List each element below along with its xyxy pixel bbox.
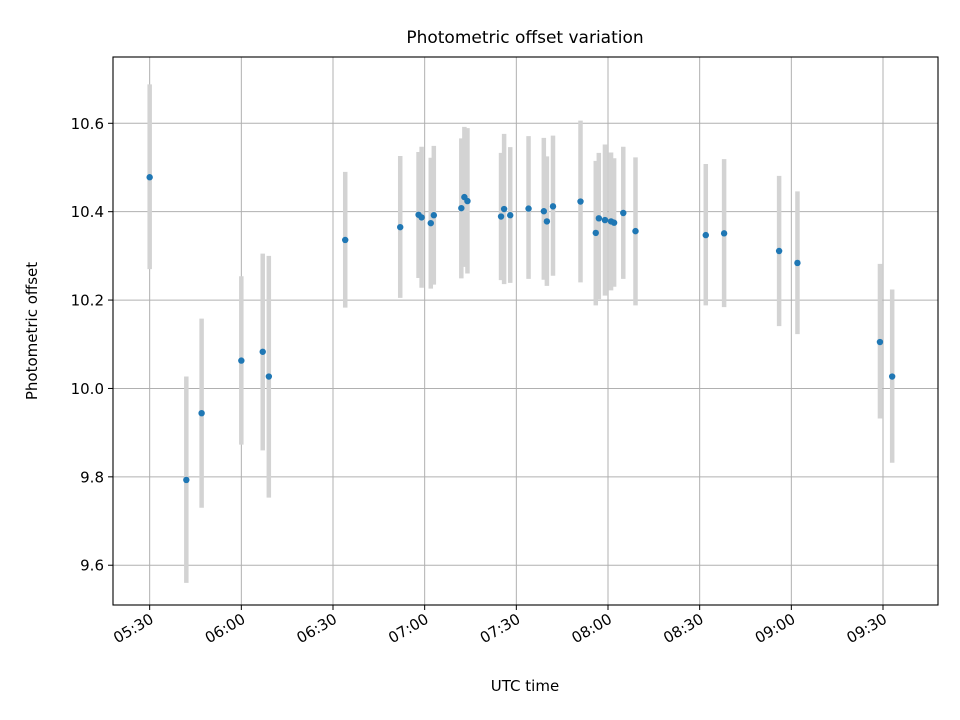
y-tick-label: 10.6 [71,115,104,133]
x-tick-label: 08:00 [569,610,615,647]
y-tick-label: 10.2 [71,292,104,310]
data-point [146,174,153,181]
data-point [540,208,548,215]
data-point [595,215,603,222]
error-bars [147,84,895,583]
y-tick-label: 10.0 [71,380,104,398]
data-point [876,338,884,346]
chart-title: Photometric offset variation [406,28,643,48]
data-point [702,231,709,239]
x-axis-ticks: 05:30 06:00 06:30 07:00 07:30 08:00 08:30 09:00… [110,605,890,647]
data-point [543,218,551,225]
data-points [146,174,896,484]
data-point [632,227,639,235]
x-tick-label: 06:00 [202,610,248,647]
y-gridlines [113,122,938,566]
data-point [238,357,245,364]
x-tick-label: 06:30 [294,610,340,647]
x-tick-label: 08:30 [660,610,706,647]
x-tick-label: 07:00 [385,610,431,647]
data-point [418,214,425,221]
data-point [427,219,434,227]
data-point [720,230,728,237]
data-point [183,476,190,484]
data-point [458,204,465,212]
data-point [497,213,505,220]
data-point [601,216,609,224]
y-axis-ticks: 9.6 9.8 10.0 10.2 10.4 10.6 [71,115,113,575]
data-point [549,203,557,210]
y-tick-label: 9.6 [80,557,104,575]
data-point [610,219,618,226]
data-point [507,212,514,219]
plot-frame [112,56,939,606]
x-tick-label: 05:30 [110,610,156,647]
data-point [265,373,273,380]
x-tick-label: 09:00 [752,610,798,647]
x-tick-label: 09:30 [844,610,890,647]
y-tick-label: 10.4 [71,203,104,221]
x-tick-label: 07:30 [477,610,523,647]
data-point [577,198,584,205]
data-point [430,212,438,219]
data-point [259,348,266,355]
data-point [500,205,508,213]
data-point [775,247,783,255]
data-point [397,223,404,231]
data-point [198,410,205,417]
data-point [592,229,599,237]
x-gridlines [149,57,884,605]
data-point [525,205,532,212]
x-axis-label: UTC time [491,677,559,695]
y-axis-label: Photometric offset [23,262,41,400]
data-point [794,259,801,267]
data-point [464,197,471,205]
data-point [888,373,896,380]
data-point [620,209,627,217]
data-point [342,236,349,244]
y-tick-label: 9.8 [80,468,104,486]
